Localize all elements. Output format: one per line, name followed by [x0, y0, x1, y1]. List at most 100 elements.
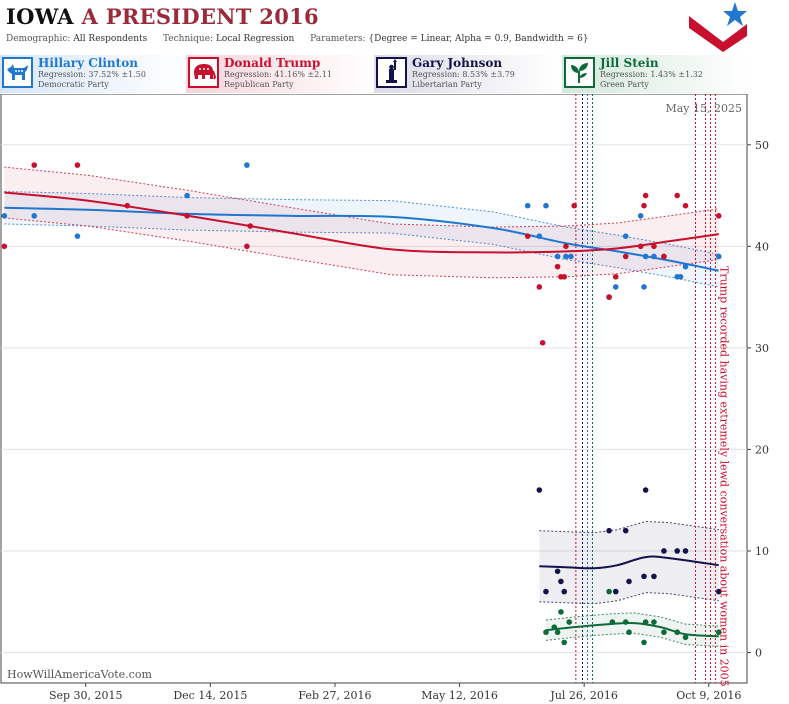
poll-point — [606, 527, 612, 534]
poll-point — [543, 588, 549, 595]
candidate-regression: Regression: 41.16% ±2.11 — [224, 70, 332, 79]
poll-point — [642, 253, 649, 260]
poll-point — [641, 202, 647, 209]
poll-point — [641, 639, 647, 646]
axes: 0 10 20 30 40 50 Sep 30, 2015 Dec 14, 2015 Feb 2… — [49, 139, 769, 702]
poll-point — [661, 548, 667, 554]
poll-point — [715, 588, 722, 595]
poll-point — [626, 629, 632, 636]
trend-line — [545, 621, 719, 638]
candidate-regression: Regression: 37.52% ±1.50 — [38, 70, 146, 79]
poll-point — [612, 284, 619, 290]
parameters-label: Parameters: — [310, 34, 366, 44]
poll-point — [642, 487, 649, 493]
state-name: IOWA — [6, 4, 74, 29]
watermark: HowWillAmericaVote.com — [7, 668, 152, 681]
poll-point — [612, 273, 619, 280]
candidate-regression: Regression: 1.43% ±1.32 — [600, 70, 703, 79]
poll-point — [563, 253, 569, 260]
poll-point — [74, 233, 81, 239]
technique-label: Technique: — [163, 34, 214, 44]
x-tick-label: Sep 30, 2015 — [49, 689, 123, 702]
poll-point — [715, 629, 722, 636]
candidate-card-johnson[interactable]: Gary Johnson Regression: 8.53% ±3.79 Lib… — [374, 55, 562, 93]
candidate-party: Republican Party — [224, 80, 294, 89]
poll-point — [677, 273, 684, 280]
poll-point — [554, 629, 561, 636]
poll-point — [524, 202, 531, 209]
poll-point — [524, 233, 531, 239]
poll-point — [651, 573, 657, 580]
poll-point — [637, 213, 644, 219]
poll-point — [571, 202, 578, 209]
poll-point — [606, 294, 612, 300]
poll-point — [539, 340, 546, 346]
plant-icon — [564, 57, 595, 88]
band-boundary — [545, 612, 719, 627]
poll-point — [566, 619, 573, 625]
page-title: IOWA A PRESIDENT 2016 — [6, 4, 319, 29]
x-tick-label: Oct 9, 2016 — [676, 689, 741, 702]
poll-point — [715, 213, 722, 219]
confidence-band — [545, 612, 719, 647]
candidate-card-stein[interactable]: Jill Stein Regression: 1.43% ±1.32 Green… — [562, 55, 750, 93]
candidate-regression: Regression: 8.53% ±3.79 — [412, 70, 515, 79]
poll-point — [1, 243, 8, 250]
poll-point — [244, 243, 250, 250]
y-tick-label: 20 — [755, 443, 769, 456]
technique-value: Local Regression — [215, 34, 295, 44]
poll-point — [558, 609, 564, 615]
candidate-party: Democratic Party — [38, 80, 109, 89]
poll-point — [622, 527, 629, 534]
poll-point — [609, 619, 616, 625]
x-tick-label: Jul 26, 2016 — [549, 689, 618, 702]
poll-point — [247, 223, 254, 229]
poll-point — [661, 629, 667, 636]
poll-point — [561, 588, 568, 595]
poll-point — [661, 253, 667, 260]
y-tick-label: 0 — [755, 647, 762, 660]
candidate-name: Hillary Clinton — [38, 56, 138, 70]
trend-line — [4, 206, 719, 272]
poll-point — [184, 213, 190, 219]
poll-point — [554, 253, 561, 260]
band-boundary — [4, 223, 719, 288]
poll-point — [622, 233, 629, 239]
poll-point — [184, 192, 190, 199]
poll-point — [551, 624, 558, 630]
band-boundary — [4, 190, 719, 255]
poll-chart: 0 10 20 30 40 50 Sep 30, 2015 Dec 14, 2015 Feb 2… — [0, 94, 769, 702]
parameters-line: Demographic: All Respondents Technique: … — [6, 34, 589, 44]
poll-point — [561, 273, 568, 280]
poll-point — [674, 629, 681, 636]
poll-point — [124, 202, 131, 209]
poll-point — [558, 578, 564, 585]
y-tick-label: 10 — [755, 545, 769, 558]
poll-point — [536, 233, 543, 239]
poll-point — [651, 253, 657, 260]
poll-point — [554, 568, 561, 575]
page-header: IOWA A PRESIDENT 2016 Demographic: All R… — [0, 0, 789, 55]
x-tick-label: Feb 27, 2016 — [298, 689, 371, 702]
poll-point — [626, 578, 632, 585]
poll-point — [674, 548, 681, 554]
poll-point — [31, 162, 38, 168]
band-boundary — [545, 632, 719, 647]
site-logo[interactable] — [687, 2, 749, 52]
candidate-card-clinton[interactable]: Hillary Clinton Regression: 37.52% ±1.50… — [0, 55, 186, 93]
candidate-card-trump[interactable]: Donald Trump Regression: 41.16% ±2.11 Re… — [186, 55, 374, 93]
poll-point — [561, 639, 568, 646]
poll-point — [641, 284, 647, 290]
liberty-icon — [376, 57, 407, 88]
poll-point — [1, 213, 8, 219]
elephant-icon — [188, 57, 219, 88]
x-tick-label: Dec 14, 2015 — [173, 689, 247, 702]
poll-point — [244, 162, 250, 168]
poll-point — [622, 253, 629, 260]
poll-point — [543, 629, 549, 636]
y-tick-label: 50 — [755, 139, 769, 152]
trend-line — [539, 555, 719, 570]
y-tick-label: 30 — [755, 342, 769, 355]
poll-point — [543, 202, 549, 209]
poll-point — [682, 634, 689, 641]
